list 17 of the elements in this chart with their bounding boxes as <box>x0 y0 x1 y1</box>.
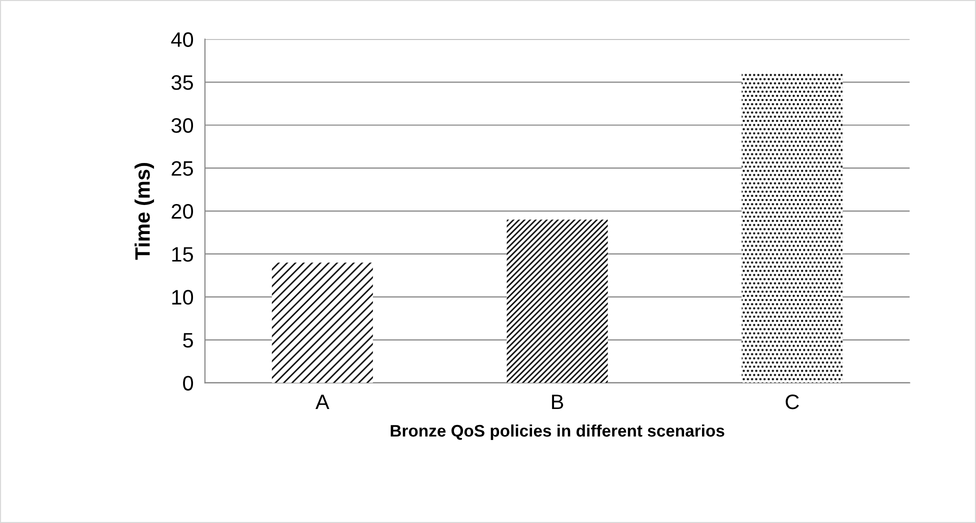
y-tick-label: 5 <box>183 333 193 348</box>
x-tick-label: A <box>316 394 330 410</box>
y-tick-label: 30 <box>171 118 194 133</box>
bar <box>272 262 373 383</box>
bar <box>506 220 608 383</box>
x-axis-title: Bronze QoS policies in different scenarios <box>390 424 724 440</box>
y-tick-label: 0 <box>183 376 194 391</box>
x-tick-label: B <box>552 394 564 410</box>
y-tick-label: 20 <box>172 204 194 219</box>
x-tick-label: C <box>786 394 799 410</box>
y-tick-label: 35 <box>171 75 193 90</box>
y-tick-label: 25 <box>172 161 193 176</box>
y-tick-label: 10 <box>172 290 194 305</box>
y-tick-label: 15 <box>172 247 193 262</box>
bar <box>742 74 843 383</box>
y-tick-label: 40 <box>171 32 194 47</box>
y-axis-title: Time (ms) <box>134 163 154 260</box>
